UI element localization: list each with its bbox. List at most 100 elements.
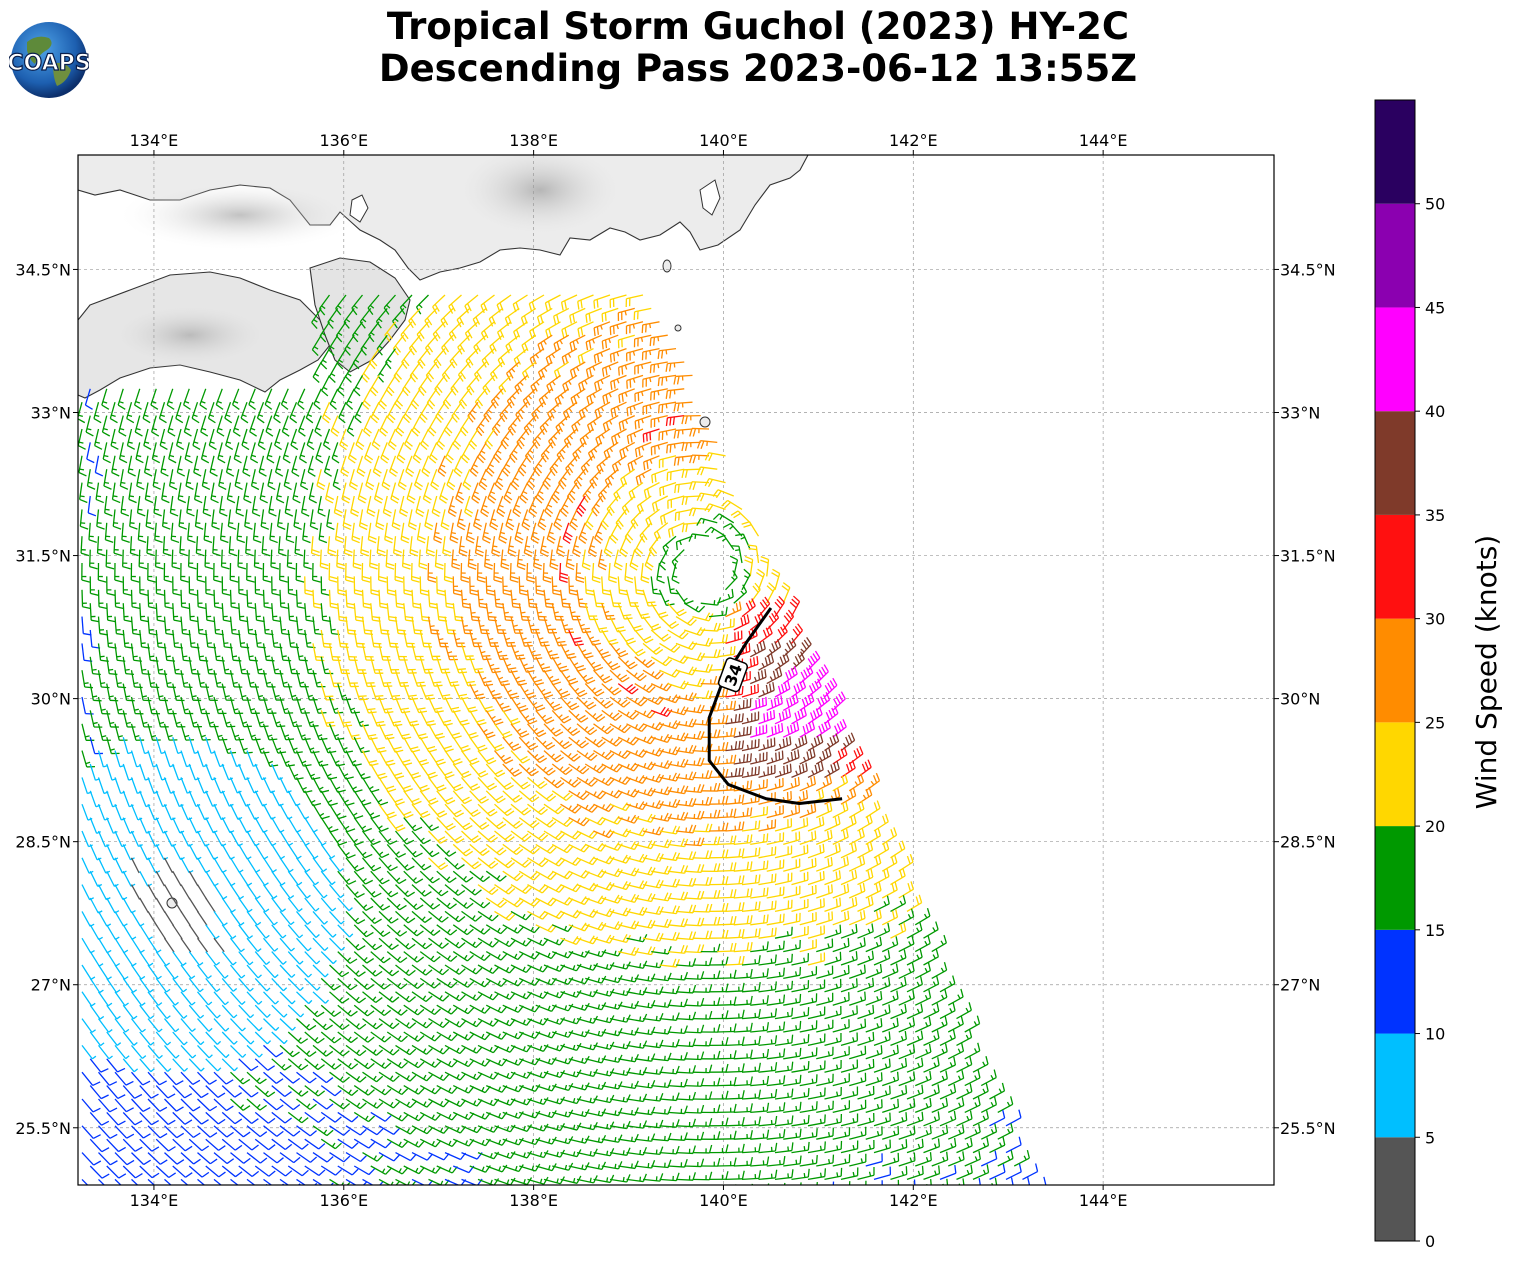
- wind-barb: [516, 549, 526, 570]
- wind-barb: [340, 455, 350, 477]
- wind-barb: [386, 401, 397, 424]
- wind-barb: [303, 549, 312, 570]
- wind-barb: [233, 442, 242, 464]
- wind-barb: [480, 321, 495, 341]
- wind-barb: [93, 402, 102, 424]
- wind-barb: [400, 321, 413, 342]
- wind-barb: [221, 603, 232, 623]
- colorbar-tick-label: 5: [1425, 1128, 1435, 1147]
- wind-barb: [741, 521, 760, 537]
- wind-barb: [392, 307, 405, 329]
- lat-tick-label-right: 25.5°N: [1280, 1119, 1336, 1138]
- wind-barb: [357, 482, 367, 504]
- wind-barb: [642, 401, 660, 415]
- wind-barb: [526, 616, 541, 634]
- wind-barb: [208, 428, 217, 451]
- wind-barb: [237, 549, 247, 570]
- wind-barb: [134, 415, 143, 437]
- wind-barb: [271, 656, 284, 675]
- map-area[interactable]: 34: [77, 140, 1275, 1218]
- wind-barb: [657, 347, 677, 360]
- island: [699, 416, 711, 428]
- wind-barb: [371, 1193, 392, 1201]
- wind-barb: [147, 696, 161, 715]
- lon-tick-label-bottom: 140°E: [699, 1191, 748, 1210]
- wind-barb: [345, 361, 355, 383]
- wind-barb: [650, 441, 668, 456]
- wind-barb: [369, 549, 378, 570]
- wind-barb: [386, 576, 396, 596]
- wind-barb: [505, 509, 515, 531]
- wind-barb: [114, 589, 124, 610]
- wind-barb: [104, 495, 113, 517]
- wind-barb: [587, 536, 597, 558]
- wind-barb: [436, 629, 449, 648]
- wind-barb: [597, 549, 607, 571]
- wind-barb: [562, 522, 573, 544]
- wind-barb: [569, 509, 578, 531]
- wind-barb: [815, 664, 829, 685]
- wind-barb: [188, 576, 198, 596]
- wind-barb: [673, 401, 693, 412]
- wind-barb: [320, 656, 334, 675]
- wind-barb: [337, 576, 347, 596]
- wind-barb: [617, 361, 635, 376]
- wind-barb: [283, 469, 292, 491]
- wind-barb: [332, 469, 341, 491]
- wind-barb: [555, 415, 570, 435]
- wind-barb: [246, 589, 256, 610]
- wind-barb: [468, 428, 479, 450]
- wind-barb: [225, 455, 235, 477]
- wind-barb: [487, 482, 497, 504]
- wind-barb: [505, 361, 520, 381]
- wind-barb: [704, 526, 726, 537]
- wind-barb: [419, 683, 435, 701]
- wind-barb: [635, 1187, 655, 1195]
- wind-barb: [596, 455, 611, 475]
- wind-barb: [317, 495, 326, 517]
- wind-barb: [553, 307, 570, 325]
- wind-barb: [232, 415, 241, 437]
- wind-barb: [444, 616, 457, 635]
- wind-barb: [139, 683, 152, 702]
- wind-barb: [410, 388, 421, 410]
- wind-barb: [114, 562, 123, 583]
- wind-barb: [78, 455, 87, 477]
- wind-barb: [539, 536, 549, 558]
- wind-barb: [507, 415, 520, 436]
- wind-barb: [147, 589, 157, 610]
- wind-barb: [339, 428, 349, 451]
- wind-barb: [712, 513, 735, 524]
- wind-barb: [378, 643, 392, 661]
- wind-barb: [610, 428, 627, 446]
- wind-barb: [578, 374, 594, 392]
- wind-barb: [256, 401, 265, 424]
- wind-barb: [634, 388, 652, 402]
- wind-barb: [626, 401, 644, 417]
- wind-barb: [298, 415, 306, 437]
- wind-barb: [342, 509, 352, 531]
- wind-barb: [385, 375, 397, 397]
- wind-barb: [692, 663, 713, 673]
- wind-barb: [594, 401, 611, 419]
- colorbar-tick-label: 10: [1425, 1025, 1445, 1044]
- wind-barb: [789, 595, 801, 617]
- wind-barb: [295, 643, 308, 662]
- wind-barb: [549, 455, 562, 477]
- wind-barb: [240, 401, 249, 424]
- wind-barb: [420, 428, 430, 451]
- wind-barb: [644, 549, 654, 571]
- lon-tick-label-top: 140°E: [699, 131, 748, 150]
- wind-barb: [601, 683, 622, 696]
- wind-barb: [258, 455, 267, 477]
- wind-barb: [627, 1201, 647, 1209]
- wind-barb: [684, 678, 705, 688]
- wind-barb: [755, 568, 765, 591]
- wind-barb: [187, 522, 196, 544]
- wind-barb: [573, 468, 586, 490]
- wind-barb: [717, 588, 734, 604]
- wind-barb: [577, 321, 594, 337]
- wind-barb: [791, 651, 805, 671]
- wind-barb: [155, 603, 166, 623]
- wind-barb: [610, 401, 627, 418]
